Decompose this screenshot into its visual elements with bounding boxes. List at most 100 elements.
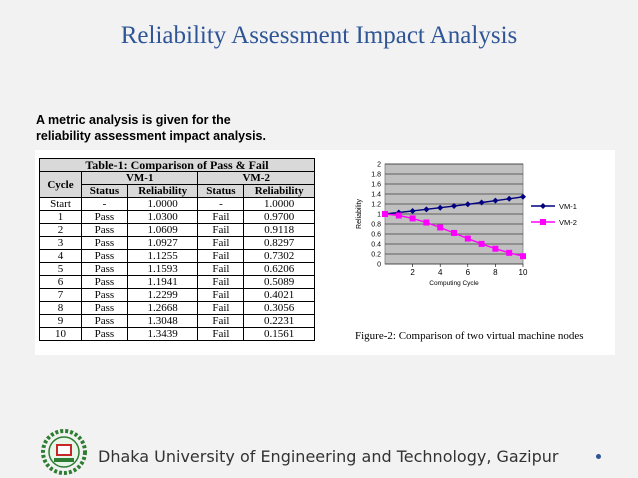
table-caption: Table-1: Comparison of Pass & Fail — [39, 158, 315, 172]
table-row: 4 Pass 1.1255 Fail 0.7302 — [39, 249, 315, 263]
vm2-reliability-cell: 0.5089 — [243, 275, 315, 289]
figure-caption: Figure-2: Comparison of two virtual mach… — [355, 330, 584, 342]
data-point — [409, 207, 416, 214]
vm2-status-cell: Fail — [197, 236, 245, 250]
data-point — [437, 224, 444, 231]
data-point — [423, 219, 430, 226]
footer-text: Dhaka University of Engineering and Tech… — [98, 447, 559, 466]
y-tick-label: 0.8 — [371, 222, 381, 229]
legend-marker — [540, 219, 546, 225]
vm1-reliability-cell: 1.0300 — [126, 210, 199, 224]
table-row: 8 Pass 1.2668 Fail 0.3056 — [39, 301, 315, 315]
vm1-reliability-cell: 1.1255 — [126, 249, 199, 263]
legend-marker — [540, 203, 546, 209]
x-axis-label: Computing Cycle — [429, 280, 479, 287]
footer-bullet — [596, 454, 601, 459]
vm2-status-cell: - — [197, 197, 245, 211]
y-tick-label: 1.8 — [371, 172, 381, 179]
table-row: 10 Pass 1.3439 Fail 0.1561 — [39, 327, 315, 341]
vm2-status-cell: Fail — [197, 210, 245, 224]
data-point — [451, 229, 457, 236]
y-tick-label: 0.4 — [371, 242, 381, 249]
vm1-status-cell: Pass — [81, 262, 128, 276]
vm2-reliability-cell: 0.6206 — [243, 262, 315, 276]
cycle-cell: 2 — [39, 223, 82, 237]
vm2-reliability-cell: 1.0000 — [243, 197, 315, 211]
col-cycle-header: Cycle — [39, 171, 82, 198]
table-row: 6 Pass 1.1941 Fail 0.5089 — [39, 275, 315, 289]
vm2-reliability-cell: 0.9700 — [243, 210, 315, 224]
vm2-reliability-cell: 0.9118 — [243, 223, 315, 237]
y-tick-label: 0 — [377, 262, 381, 269]
data-point — [451, 203, 457, 210]
y-tick-label: 0.2 — [371, 252, 381, 259]
vm1-status-cell: Pass — [81, 327, 128, 341]
data-point — [437, 204, 444, 211]
table-row: 1 Pass 1.0300 Fail 0.9700 — [39, 210, 315, 224]
group-vm1-header: VM-1 — [80, 171, 199, 185]
content-panel: Table-1: Comparison of Pass & Fail Cycle… — [35, 150, 615, 355]
reliability-line-chart: 0 0.2 0.4 0.6 0.8 1 1.2 1.4 1.6 1.8 2 2 4 6 8 10 Reliabi… — [356, 162, 577, 288]
vm2-status-cell: Fail — [197, 262, 245, 276]
table-row: 3 Pass 1.0927 Fail 0.8297 — [39, 236, 315, 250]
vm1-reliability-cell: 1.3439 — [126, 327, 199, 341]
vm1-reliability-cell: 1.2668 — [126, 301, 199, 315]
comparison-table: Table-1: Comparison of Pass & Fail Cycle… — [39, 158, 315, 341]
university-logo-icon — [41, 429, 87, 475]
data-point — [382, 211, 388, 217]
vm2-status-cell: Fail — [197, 275, 245, 289]
vm1-reliability-cell: 1.1593 — [126, 262, 199, 276]
data-point — [464, 201, 471, 208]
vm2-status-cell: Fail — [197, 314, 245, 328]
data-point — [506, 195, 513, 202]
intro-line-1: A metric analysis is given for the — [36, 113, 231, 127]
vm2-reliability-cell: 0.2231 — [243, 314, 315, 328]
vm2-reliability-cell: 0.3056 — [243, 301, 315, 315]
y-axis-label: Reliability — [356, 199, 363, 229]
slide-title: Reliability Assessment Impact Analysis — [120, 22, 518, 49]
vm2-reliability-cell: 0.7302 — [243, 249, 315, 263]
vm2-reliability-cell: 0.8297 — [243, 236, 315, 250]
cycle-cell: 5 — [39, 262, 82, 276]
vm2-reliability-cell: 0.1561 — [243, 327, 315, 341]
x-tick-label: 8 — [493, 268, 498, 277]
table-row: 2 Pass 1.0609 Fail 0.9118 — [39, 223, 315, 237]
cycle-cell: Start — [39, 197, 82, 211]
x-tick-label: 2 — [410, 268, 415, 277]
vm1-status-cell: Pass — [81, 314, 128, 328]
intro-line-2: reliability assessment impact analysis. — [36, 129, 266, 143]
data-point — [464, 235, 471, 242]
x-tick-label: 10 — [519, 268, 528, 277]
vm1-status-cell: Pass — [81, 275, 128, 289]
table-row: Start -1.0000-1.0000 — [39, 197, 315, 211]
cycle-cell: 8 — [39, 301, 82, 315]
vm2-status-cell: Fail — [197, 301, 245, 315]
y-tick-label: 1.2 — [371, 202, 381, 209]
vm1-reliability-cell: 1.2299 — [126, 288, 199, 302]
vm1-status-cell: Pass — [81, 210, 128, 224]
data-point — [492, 245, 499, 252]
data-point — [409, 215, 416, 222]
cycle-cell: 7 — [39, 288, 82, 302]
vm2-reliability-header: Reliability — [243, 184, 315, 198]
table-body: Start -1.0000-1.0000 1 Pass 1.0300 Fail 0.9700… — [39, 197, 315, 341]
vm2-status-cell: Fail — [197, 223, 245, 237]
cycle-cell: 1 — [39, 210, 82, 224]
legend-label: VM-2 — [559, 218, 577, 227]
vm1-reliability-header: Reliability — [126, 184, 199, 198]
group-vm2-header: VM-2 — [197, 171, 315, 185]
table-row: 5 Pass 1.1593 Fail 0.6206 — [39, 262, 315, 276]
data-point — [423, 206, 430, 213]
vm1-status-cell: Pass — [81, 301, 128, 315]
vm1-reliability-cell: 1.3048 — [126, 314, 199, 328]
y-tick-label: 1.6 — [371, 182, 381, 189]
vm1-status-cell: Pass — [81, 236, 128, 250]
table-row: 7 Pass 1.2299 Fail 0.4021 — [39, 288, 315, 302]
data-point — [520, 193, 526, 200]
data-point — [478, 199, 485, 206]
vm2-status-cell: Fail — [197, 288, 245, 302]
vm1-status-cell: - — [81, 197, 128, 211]
y-tick-label: 0.6 — [371, 232, 381, 239]
vm2-reliability-cell: 0.4021 — [243, 288, 315, 302]
intro-text: A metric analysis is given for the relia… — [36, 112, 266, 144]
